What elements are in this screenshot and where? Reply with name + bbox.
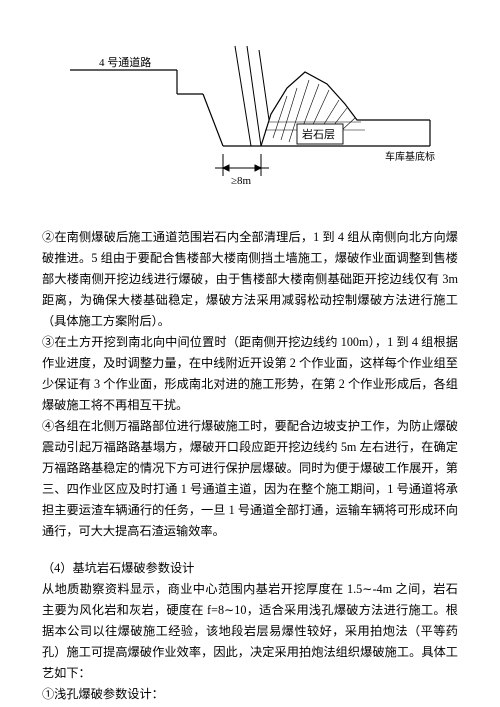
distance-label: ≥8m (231, 175, 252, 187)
paragraph-2: ②在南侧爆破后施工通道范围岩石内全部清理后，1 到 4 组从南侧向北方向爆破推进… (42, 227, 458, 332)
spacer (42, 542, 458, 558)
rock-layer-label: 岩石层 (302, 127, 335, 141)
section-4-title: （4）基坑岩石爆破参数设计 (42, 558, 458, 579)
diagram-svg-container: 4 号通道路 (65, 28, 435, 203)
diagram-svg: 4 号通道路 (65, 28, 435, 198)
cross-section-diagram: 4 号通道路 (42, 28, 458, 203)
base-elevation-label: 车库基底标高 (385, 150, 435, 163)
sub-item-1: ①浅孔爆破参数设计： (42, 684, 458, 705)
paragraph-3: ③在土方开挖到南北向中间位置时（距南侧开挖边线约 100m），1 到 4 组根据… (42, 332, 458, 416)
paragraph-4: ④各组在北侧万福路部位进行爆破施工时，要配合边坡支护工作，为防止爆破震动引起万福… (42, 416, 458, 542)
tunnel-label: 4 号通道路 (99, 55, 151, 69)
section-4-body: 从地质勘察资料显示，商业中心范围内基岩开挖厚度在 1.5∼-4m 之间，岩石主要… (42, 579, 458, 684)
